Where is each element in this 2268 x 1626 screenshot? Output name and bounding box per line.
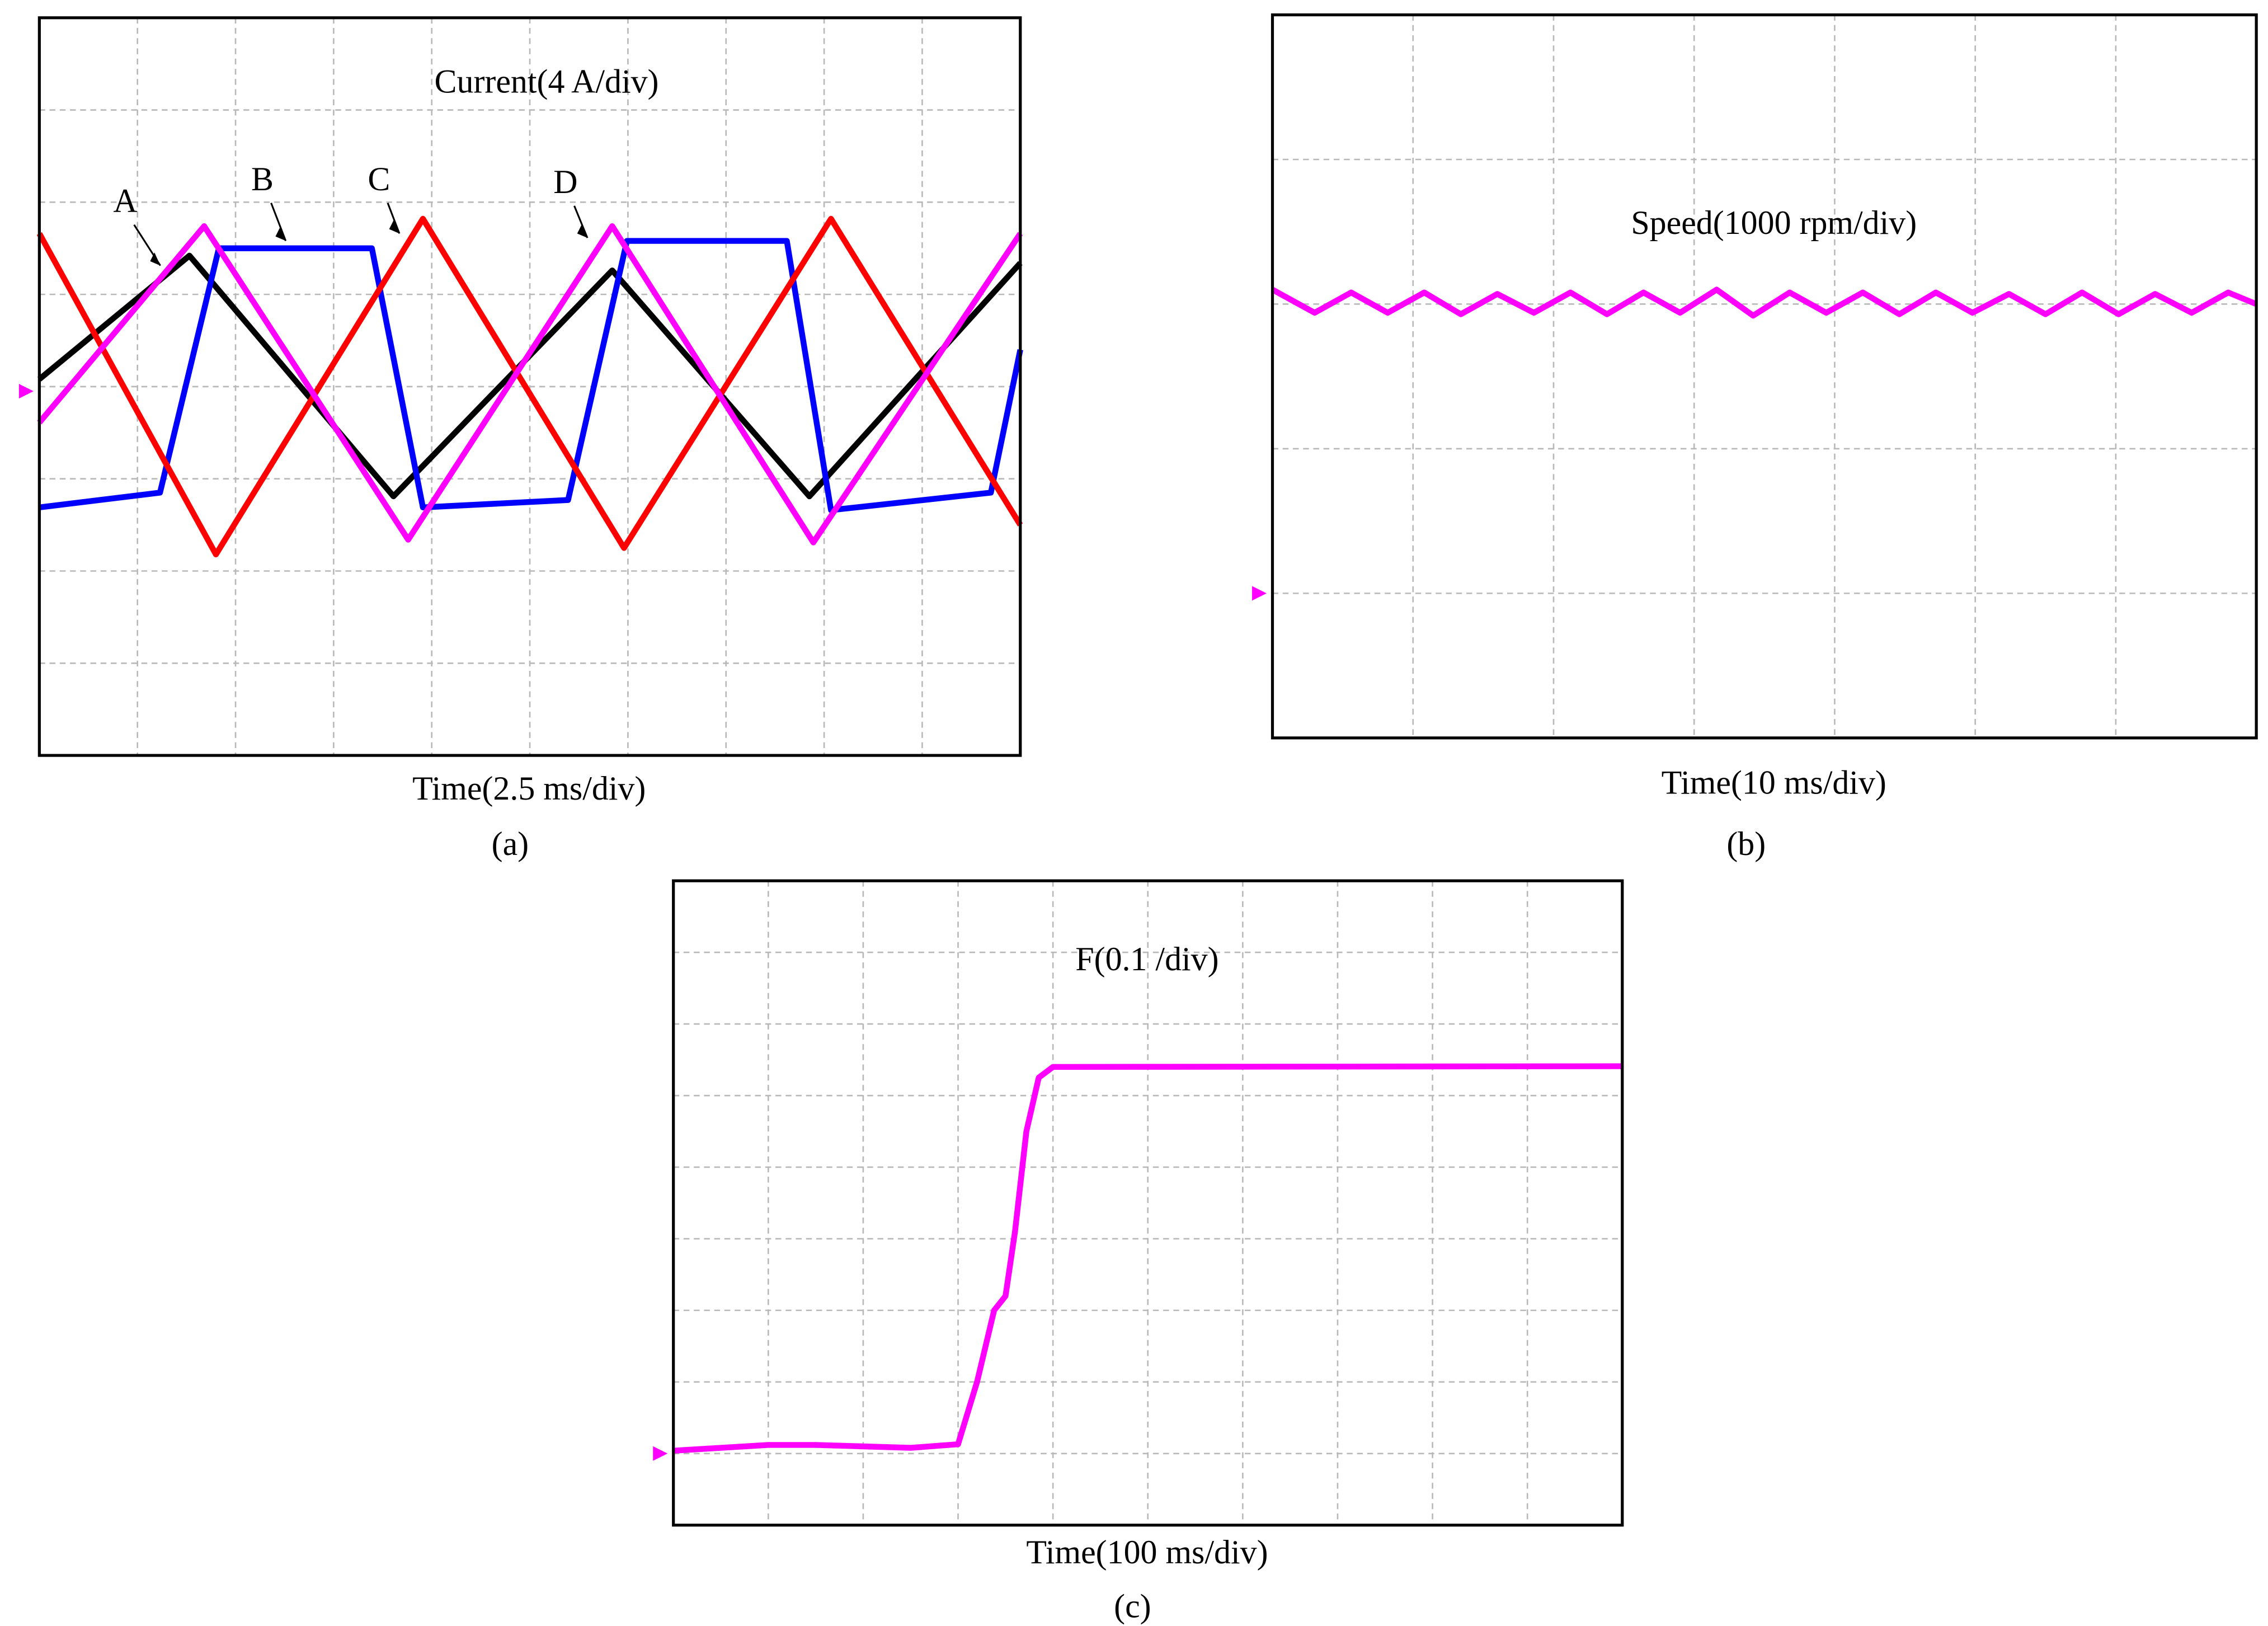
ground-marker <box>18 384 34 399</box>
label-arrow <box>573 205 589 238</box>
arrow-head <box>389 220 399 234</box>
trace-label: C <box>368 161 390 198</box>
x-axis-label: Time(10 ms/div) <box>1662 764 1886 801</box>
panel-label: (a) <box>492 825 529 862</box>
trace <box>37 223 1023 546</box>
trace <box>1271 286 2258 319</box>
arrow-head <box>150 252 161 266</box>
frame <box>37 16 1022 757</box>
frame <box>1271 13 2258 740</box>
trace-label: D <box>553 163 577 200</box>
panel-title: Current(4 A/div) <box>435 63 659 100</box>
ground-marker <box>653 1446 668 1461</box>
ground-marker <box>1252 586 1267 601</box>
label-arrow <box>270 203 287 241</box>
x-axis-label: Time(100 ms/div) <box>1026 1534 1268 1571</box>
arrow-head <box>577 224 587 238</box>
trace <box>36 215 1023 558</box>
panel-title: Speed(1000 rpm/div) <box>1631 204 1917 241</box>
panel-label: (c) <box>1114 1588 1151 1625</box>
trace-label: B <box>251 161 274 198</box>
label-arrow <box>387 203 401 234</box>
trace <box>673 1063 1622 1454</box>
arrow-head <box>275 227 286 241</box>
panel-label: (b) <box>1726 825 1766 862</box>
x-axis-label: Time(2.5 ms/div) <box>412 770 646 807</box>
trace-label: A <box>113 182 137 219</box>
frame <box>672 879 1624 1527</box>
trace <box>39 238 1023 513</box>
panel-title: F(0.1 /div) <box>1075 941 1218 978</box>
